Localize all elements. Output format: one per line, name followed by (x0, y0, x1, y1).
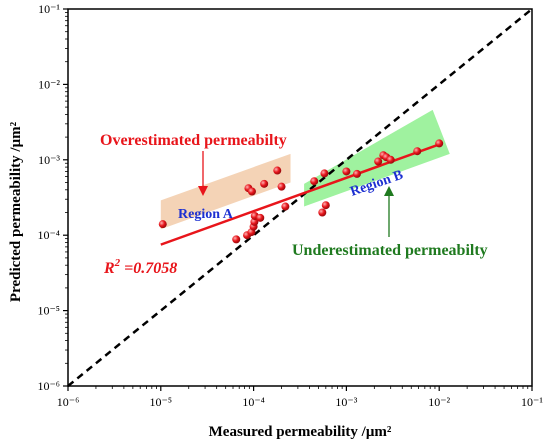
x-tick-label: 10⁻⁶ (57, 395, 80, 409)
axis-ticks: 10⁻⁶ 10⁻⁶ 10⁻⁵ 10⁻⁵ 10⁻⁴ 10⁻⁴ 10⁻³ 10⁻³ 10⁻² 10⁻²… (37, 2, 543, 409)
data-point-12 (273, 166, 282, 175)
y-tick-label: 10⁻³ (38, 153, 60, 167)
y-tick-label: 10⁻¹ (38, 2, 60, 16)
data-point-16 (318, 208, 327, 217)
x-tick-label: 10⁻² (428, 395, 450, 409)
r-squared-label: R2 =0.7058 (103, 257, 177, 277)
reference-line-1-to-1 (67, 8, 533, 387)
overestimated-annotation: Overestimated permeabilty (100, 132, 287, 149)
data-point-19 (342, 167, 351, 176)
data-point-24 (386, 155, 395, 164)
data-point-25 (413, 147, 422, 156)
data-point-14 (281, 202, 290, 211)
y-tick-label: 10⁻⁶ (37, 379, 60, 393)
r-squared-symbol: R (103, 260, 115, 277)
r-squared-value: =0.7058 (120, 260, 177, 277)
y-tick-label: 10⁻⁴ (37, 228, 60, 242)
data-point-13 (277, 182, 286, 191)
data-point-26 (435, 139, 444, 148)
region-a-label: Region A (178, 207, 234, 222)
y-tick-label: 10⁻² (38, 77, 60, 91)
data-point-18 (320, 169, 329, 178)
x-axis-title: Measured permeability /μm² (209, 424, 392, 440)
underestimated-annotation: Underestimated permeabilty (292, 242, 488, 259)
x-tick-label: 10⁻¹ (521, 395, 543, 409)
data-point-17 (321, 201, 330, 210)
region-shade-a (160, 153, 291, 230)
underestimated-arrowhead (384, 186, 394, 196)
data-points (158, 139, 444, 244)
data-point-1 (158, 220, 167, 229)
data-point-11 (260, 179, 269, 188)
x-tick-label: 10⁻⁵ (150, 395, 173, 409)
overestimated-arrowhead (198, 186, 208, 196)
x-tick-label: 10⁻⁴ (242, 395, 265, 409)
data-point-2 (232, 235, 241, 244)
y-axis-title: Predicted permeability /μm² (8, 121, 24, 302)
r-squared-superscript: 2 (114, 257, 121, 269)
data-point-15 (310, 177, 319, 186)
plot-frame (67, 8, 533, 387)
data-point-8 (256, 213, 265, 222)
x-tick-label: 10⁻³ (335, 395, 357, 409)
y-tick-label: 10⁻⁵ (37, 304, 60, 318)
data-point-10 (247, 187, 256, 196)
data-point-21 (374, 157, 383, 166)
data-point-6 (250, 217, 259, 226)
data-point-20 (352, 169, 361, 178)
